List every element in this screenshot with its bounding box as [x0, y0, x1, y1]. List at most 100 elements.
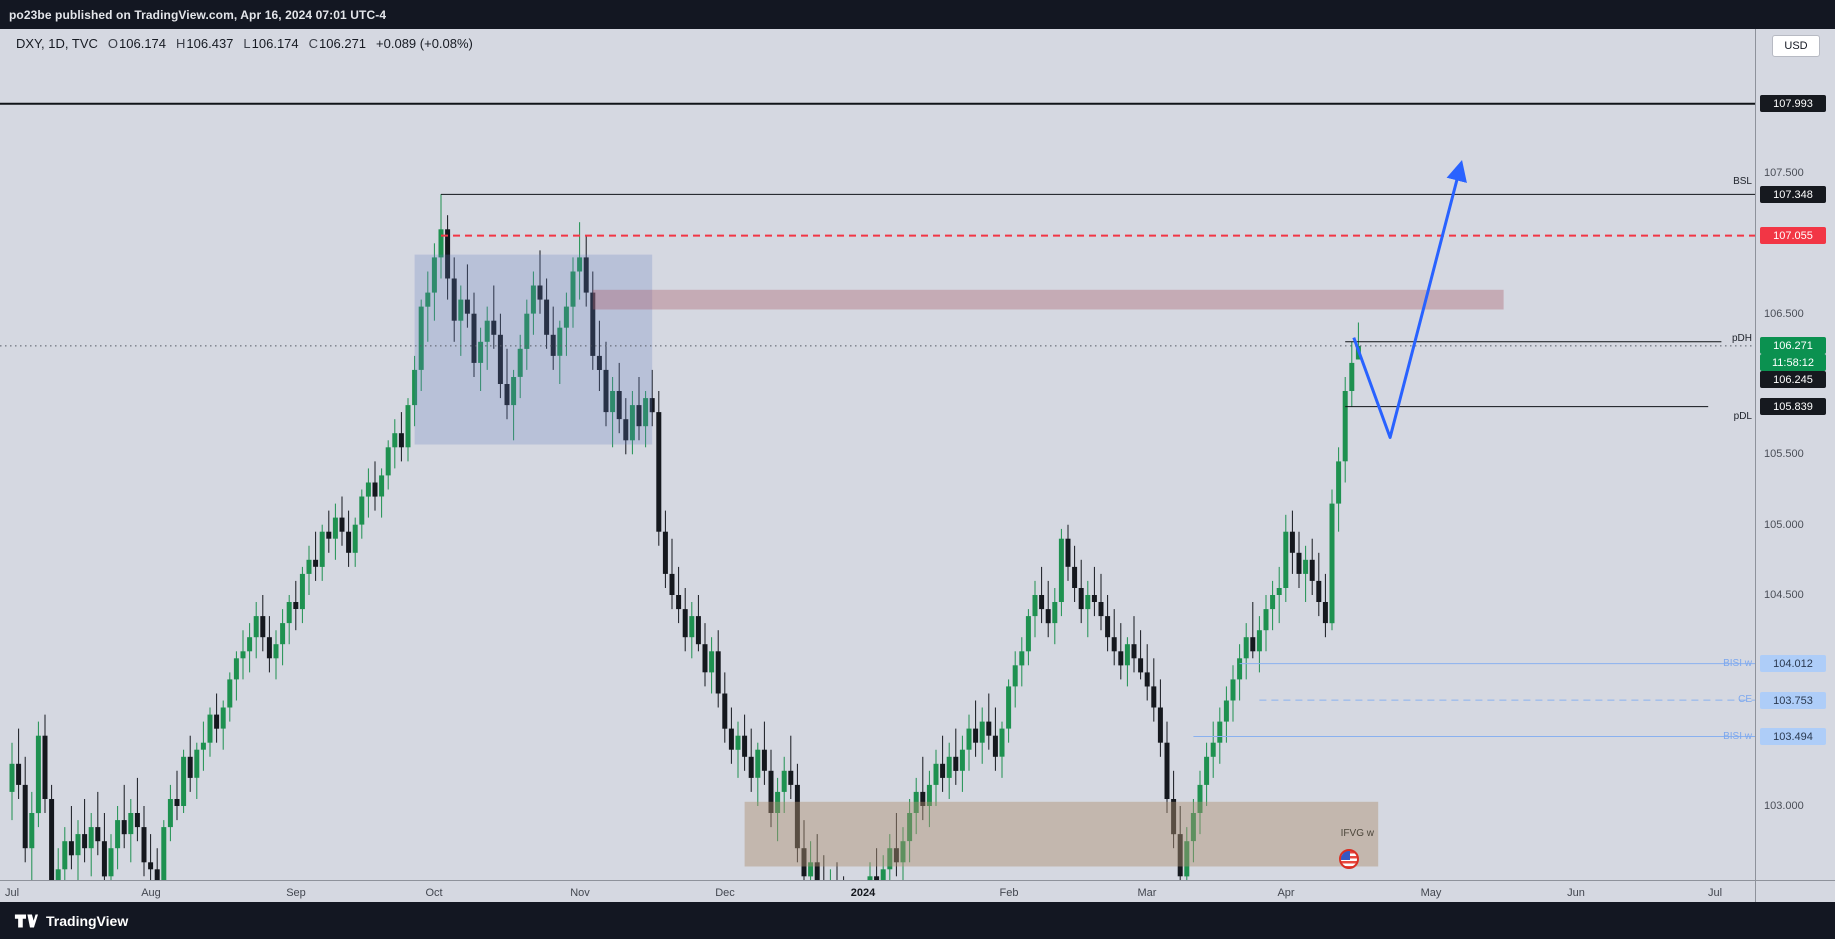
candle-body [959, 749, 965, 771]
candle-body [1177, 834, 1183, 877]
candle-body [214, 714, 220, 729]
candle-body [379, 475, 385, 497]
candle-body [484, 320, 490, 342]
bar-countdown-label: 11:58:12 [1760, 354, 1826, 371]
candle-body [286, 602, 292, 624]
bsl-price-label: 107.348 [1760, 186, 1826, 203]
candle-body [372, 482, 378, 497]
candle-body [973, 728, 979, 743]
candle-body [1032, 595, 1038, 617]
candle-body [273, 644, 279, 659]
candle-body [629, 405, 635, 441]
candle-body [471, 313, 477, 363]
ce-price-label: 103.753 [1760, 692, 1826, 709]
candle-body [233, 658, 239, 680]
time-label-jul: Jul [4, 887, 20, 899]
time-label-may: May [1420, 887, 1442, 899]
candle-body [920, 791, 926, 806]
candle-body [577, 257, 583, 272]
candle-body [1144, 672, 1150, 687]
candle-body [220, 707, 226, 729]
candle-body [451, 278, 457, 321]
price-axis[interactable]: 107.500 106.500 105.500 105.000 104.500 103.0… [1755, 29, 1835, 902]
candle-body [260, 616, 266, 638]
candle-body [1098, 602, 1104, 617]
consolidation-box[interactable] [414, 254, 653, 445]
candle-body [1025, 616, 1031, 652]
candle-body [504, 384, 510, 406]
symbol-title: DXY, 1D, TVC [16, 36, 98, 51]
candle-body [115, 820, 121, 849]
candle-body [464, 299, 470, 314]
candle-body [1276, 588, 1282, 595]
candle-body [181, 756, 187, 806]
time-axis[interactable]: Jul Aug Sep Oct Nov Dec 2024 Feb Mar Apr May Jun Jul [0, 880, 1835, 902]
projection-arrow[interactable] [1352, 160, 1467, 439]
candle-body [1204, 756, 1210, 785]
candle-body [1250, 637, 1256, 652]
candle-body [590, 292, 596, 356]
time-label-nov: Nov [570, 887, 590, 899]
candle-body [187, 756, 193, 778]
candle-body [1006, 686, 1012, 729]
candle-body [544, 299, 550, 335]
candle-body [669, 573, 675, 595]
candle-body [1322, 602, 1328, 624]
tradingview-logo[interactable] [14, 913, 38, 929]
candle-body [933, 763, 939, 785]
ohlc-high: H 106.437 [176, 36, 234, 51]
candle-body [227, 679, 233, 708]
candle-body [49, 799, 55, 880]
candle-body [491, 320, 497, 335]
candle-body [623, 419, 629, 441]
time-label-jun: Jun [1567, 887, 1585, 899]
candle-body [299, 573, 305, 610]
candle-body [319, 531, 325, 567]
ifvg-weekly-zone[interactable] [744, 801, 1379, 867]
candle-body [610, 391, 616, 413]
candle-body [306, 559, 312, 574]
currency-button[interactable]: USD [1772, 35, 1820, 57]
candle-body [880, 869, 886, 880]
candle-body [339, 517, 345, 532]
candle-body [1052, 602, 1058, 624]
ohlc-change: +0.089 (+0.08%) [376, 36, 473, 51]
candle-body [926, 784, 932, 806]
candle-body [1065, 538, 1071, 567]
candle-body [643, 398, 649, 427]
candle-body [1019, 651, 1025, 666]
symbol-header: DXY, 1D, TVC O 106.174 H 106.437 L 106.174 … [16, 36, 473, 51]
candle-body [986, 721, 992, 736]
candle-body [458, 299, 464, 321]
candle-body [16, 763, 22, 785]
candle-body [412, 369, 418, 406]
candle-body [95, 827, 101, 842]
candle-body [352, 524, 358, 553]
candle-body [108, 848, 114, 877]
candle-body [167, 799, 173, 828]
chart-surface[interactable] [0, 29, 1755, 880]
candle-body [808, 862, 814, 877]
candle-body [517, 348, 523, 377]
candle-body [1336, 461, 1342, 504]
candle-body [68, 841, 74, 856]
candle-body [530, 285, 536, 314]
candle-body [326, 531, 332, 539]
candle-body [121, 820, 127, 835]
volume-imbalance-band[interactable] [592, 289, 1504, 310]
ohlc-close: C 106.271 [308, 36, 367, 51]
time-label-oct: Oct [425, 887, 443, 899]
candle-body [1342, 391, 1348, 462]
footer-brand[interactable]: TradingView [46, 912, 129, 929]
candle-body [570, 271, 576, 307]
time-label-sep: Sep [286, 887, 306, 899]
candle-body [431, 257, 437, 293]
candle-body [788, 770, 794, 785]
candle-body [742, 735, 748, 757]
candle-body [1111, 637, 1117, 652]
ohlc-low: L 106.174 [243, 36, 299, 51]
candle-body [82, 834, 88, 849]
candle-body [280, 623, 286, 645]
candle-body [979, 721, 985, 743]
candle-body [35, 735, 41, 814]
